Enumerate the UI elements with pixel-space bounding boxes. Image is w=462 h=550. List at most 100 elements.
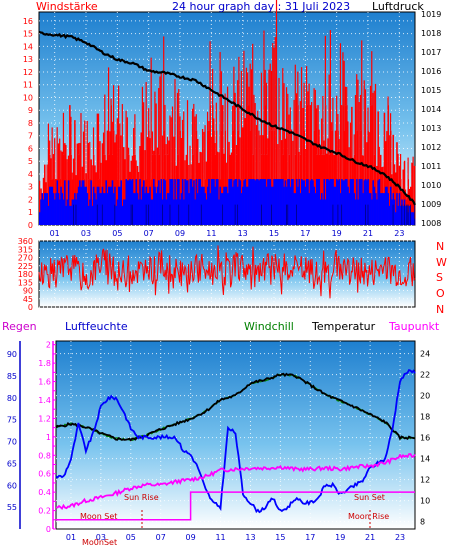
wind-bar [51, 186, 54, 225]
wind-bar [366, 180, 368, 225]
gust-bar [106, 130, 109, 225]
wind-bar [82, 180, 85, 225]
wind-bar [387, 193, 389, 225]
wind-bar [136, 193, 139, 225]
wind-bar [317, 179, 319, 225]
climate-xtick-label: 21 [365, 533, 375, 542]
wind-bar [377, 180, 379, 225]
dir-ytick-label: 45 [23, 295, 33, 304]
gust-bar [371, 105, 373, 225]
gust-bar [302, 107, 304, 225]
temp-ytick-label: 10 [420, 497, 430, 506]
wind-bar [247, 186, 249, 225]
wind-bar [169, 179, 171, 225]
wind-bar [384, 186, 387, 225]
wind-bar [337, 180, 339, 225]
wind-bar [309, 180, 312, 225]
wind-bar [353, 193, 356, 225]
pressure-ytick-label: 1018 [421, 29, 441, 38]
wind-bar [300, 179, 303, 225]
wind-bar [80, 186, 82, 225]
windchill-label: Windchill [244, 320, 294, 333]
wind-bar [254, 180, 257, 225]
wind-bar [92, 186, 95, 225]
wind-bar [129, 179, 131, 225]
wind-ytick-label: 10 [23, 93, 33, 102]
wind-bar [160, 179, 163, 225]
wind-bar [282, 179, 284, 225]
wind-bar [339, 193, 342, 225]
gust-bar [173, 136, 175, 225]
gust-bar [206, 130, 209, 225]
gust-bar [393, 164, 396, 225]
wind-bar [292, 179, 294, 225]
wind-bar [249, 179, 252, 225]
wind-bar [362, 193, 364, 225]
wind-bar [126, 180, 129, 225]
wind-bar [115, 205, 118, 225]
wind-bar [85, 186, 87, 225]
gust-bar [346, 105, 348, 225]
wind-ytick-label: 9 [28, 106, 33, 115]
wind-ytick-label: 4 [28, 170, 33, 179]
wind-bar [277, 179, 279, 225]
wind-bar [227, 193, 229, 225]
wind-bar [203, 186, 205, 225]
wind-bar [94, 193, 96, 225]
wind-bar [91, 205, 94, 225]
wind-bar [210, 179, 213, 225]
wind-bar [328, 180, 331, 225]
wind-bar [64, 180, 66, 225]
wind-bar [303, 180, 306, 225]
wind-bar [287, 179, 289, 225]
wind-xtick-label: 15 [269, 229, 279, 238]
wind-bar [61, 193, 64, 225]
wind-bar [376, 199, 378, 225]
wind-bar [394, 212, 397, 225]
wind-bar [299, 193, 302, 225]
wind-bar [109, 186, 111, 225]
tick-labels: 01 03 05 07 09 11 13 15 17 19 21 230123456789101112… [7, 10, 442, 542]
wind-bar [62, 199, 65, 225]
wind-bar [158, 180, 160, 225]
wind-bar [338, 179, 341, 225]
gust-bar [195, 130, 198, 225]
wind-bar [347, 186, 349, 225]
wind-bar [146, 193, 149, 225]
gust-bar [112, 130, 115, 225]
wind-bar [243, 180, 245, 225]
wind-bar [179, 199, 181, 225]
gust-bar [369, 105, 372, 225]
wind-bar [274, 179, 277, 225]
gust-bar [273, 130, 275, 225]
gust-bar [140, 132, 143, 225]
wind-bar [411, 212, 413, 225]
gust-bar [356, 130, 358, 225]
wind-ytick-label: 1 [28, 208, 33, 217]
wind-bar [95, 199, 97, 225]
wind-bar [324, 199, 327, 225]
gust-bar [72, 158, 75, 225]
luftdruck-label: Luftdruck [372, 0, 424, 13]
wind-xtick-label: 11 [206, 229, 216, 238]
gust-bar [389, 130, 392, 225]
wind-bar [388, 205, 391, 225]
wind-ytick-label: 6 [28, 144, 33, 153]
gust-bar [377, 111, 379, 225]
gust-bar [233, 105, 235, 225]
wind-bar [209, 193, 212, 225]
wind-bar [359, 179, 362, 225]
wind-bar [346, 179, 348, 225]
wind-bar [280, 179, 283, 225]
wind-bar [238, 179, 240, 225]
wind-bar [67, 180, 70, 225]
gust-bar [334, 130, 337, 225]
dir-ytick-label: 135 [18, 278, 33, 287]
wind-bar [125, 179, 128, 225]
wind-bar [69, 205, 71, 225]
climate-xtick-label: 07 [156, 533, 166, 542]
wind-bar [382, 193, 384, 225]
wind-bar [144, 193, 146, 225]
wind-bar [131, 179, 134, 225]
gust-bar [180, 137, 183, 225]
